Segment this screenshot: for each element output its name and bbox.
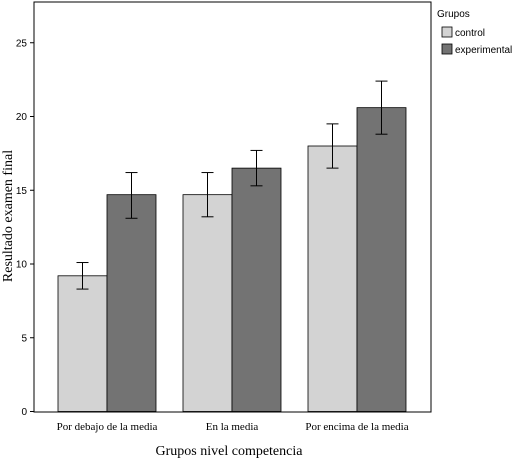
error-bars-group — [76, 80, 388, 290]
y-tick-label: 20 — [16, 112, 28, 123]
legend-swatch-experimental — [441, 43, 453, 55]
y-axis: 0 5 10 15 20 25 — [16, 38, 34, 418]
legend-label-control: control — [455, 28, 485, 39]
bar-experimental-3 — [356, 107, 407, 412]
bar-experimental-2 — [231, 167, 282, 412]
x-tick-label: En la media — [206, 421, 259, 433]
x-axis-label: Grupos nivel competencia — [156, 444, 304, 459]
legend-title: Grupos — [437, 9, 470, 20]
x-axis-tick-labels: Por debajo de la media En la media Por enc… — [57, 421, 409, 433]
x-tick-label: Por debajo de la media — [57, 421, 158, 433]
x-tick-label: Por encima de la media — [305, 421, 408, 433]
bar-experimental-1 — [106, 194, 157, 412]
y-tick-label: 5 — [21, 333, 27, 344]
y-tick-label: 25 — [16, 38, 28, 49]
bar-control-3 — [307, 145, 358, 412]
y-axis-label: Resultado examen final — [1, 150, 16, 282]
y-tick-label: 10 — [16, 260, 28, 271]
y-tick-label: 15 — [16, 186, 28, 197]
legend: Grupos control experimental — [437, 9, 512, 56]
legend-swatch-control — [441, 26, 453, 38]
bar-control-2 — [182, 194, 233, 412]
legend-label-experimental: experimental — [455, 45, 512, 56]
bar-control-1 — [57, 275, 108, 412]
y-tick-label: 0 — [21, 407, 27, 418]
